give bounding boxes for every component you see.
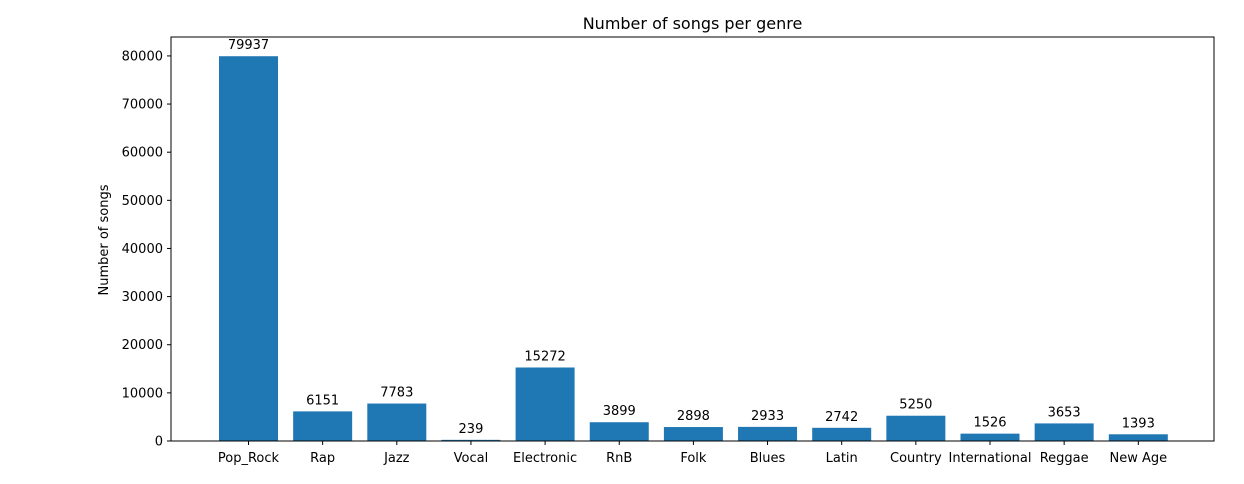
y-tick-label: 20000: [122, 338, 163, 353]
bar-jazz: [367, 403, 427, 441]
bar-reggae: [1034, 423, 1094, 441]
bar-new-age: [1108, 434, 1168, 441]
value-label: 1393: [1122, 416, 1155, 431]
bar-vocal: [441, 439, 501, 441]
value-label: 5250: [899, 398, 932, 413]
bars-layer: [219, 56, 1168, 441]
bar-latin: [812, 427, 872, 441]
plot-frame: [170, 36, 1215, 442]
x-tick-label: Electronic: [513, 451, 577, 466]
y-tick-label: 10000: [122, 386, 163, 401]
x-tick-label: New Age: [1109, 451, 1167, 466]
y-tick-label: 30000: [122, 290, 163, 305]
bar-country: [886, 415, 946, 441]
x-tick-label: Jazz: [383, 451, 410, 466]
value-label: 7783: [380, 386, 413, 401]
value-label: 1526: [973, 416, 1006, 431]
value-label: 2933: [751, 409, 784, 424]
x-tick-label: Pop_Rock: [218, 451, 280, 466]
value-label: 239: [459, 422, 484, 437]
value-label: 2898: [677, 409, 710, 424]
x-tick-label: Blues: [750, 451, 786, 466]
y-tick-label: 70000: [122, 98, 163, 113]
y-tick-label: 50000: [122, 194, 163, 209]
bar-rnb: [589, 422, 649, 441]
bar-international: [960, 433, 1020, 441]
value-label: 6151: [306, 393, 339, 408]
bar-electronic: [515, 367, 575, 441]
bar-pop-rock: [219, 56, 278, 441]
bar-rap: [293, 411, 353, 441]
x-tick-label: International: [949, 451, 1032, 466]
y-tick-label: 80000: [122, 49, 163, 64]
x-tick-label: RnB: [606, 451, 632, 466]
x-tick-label: Folk: [680, 451, 707, 466]
x-tick-label: Latin: [826, 451, 858, 466]
x-tick-label: Country: [890, 451, 942, 466]
chart-title: Number of songs per genre: [583, 14, 803, 33]
x-tick-label: Vocal: [454, 451, 489, 466]
y-tick-label: 60000: [122, 146, 163, 161]
value-label: 15272: [524, 349, 565, 364]
x-tick-label: Reggae: [1040, 451, 1089, 466]
bar-folk: [663, 427, 723, 441]
value-label: 2742: [825, 410, 858, 425]
y-axis-title: Number of songs: [97, 184, 112, 295]
bar-blues: [738, 426, 798, 441]
y-tick-label: 40000: [122, 242, 163, 257]
y-axis: 0 10000 20000 30000 40000 50000 60000 70000 8000…: [122, 49, 171, 450]
x-tick-label: Rap: [310, 451, 335, 466]
value-label: 79937: [228, 38, 269, 53]
value-labels-layer: 79937 6151 7783 239 15272 3899 2898 2933 2742 525…: [228, 38, 1155, 437]
y-tick-label: 0: [155, 435, 163, 450]
value-label: 3653: [1048, 405, 1081, 420]
value-label: 3899: [603, 404, 636, 419]
x-axis: Pop_Rock Rap Jazz Vocal Electronic RnB Folk Blu…: [218, 441, 1167, 466]
